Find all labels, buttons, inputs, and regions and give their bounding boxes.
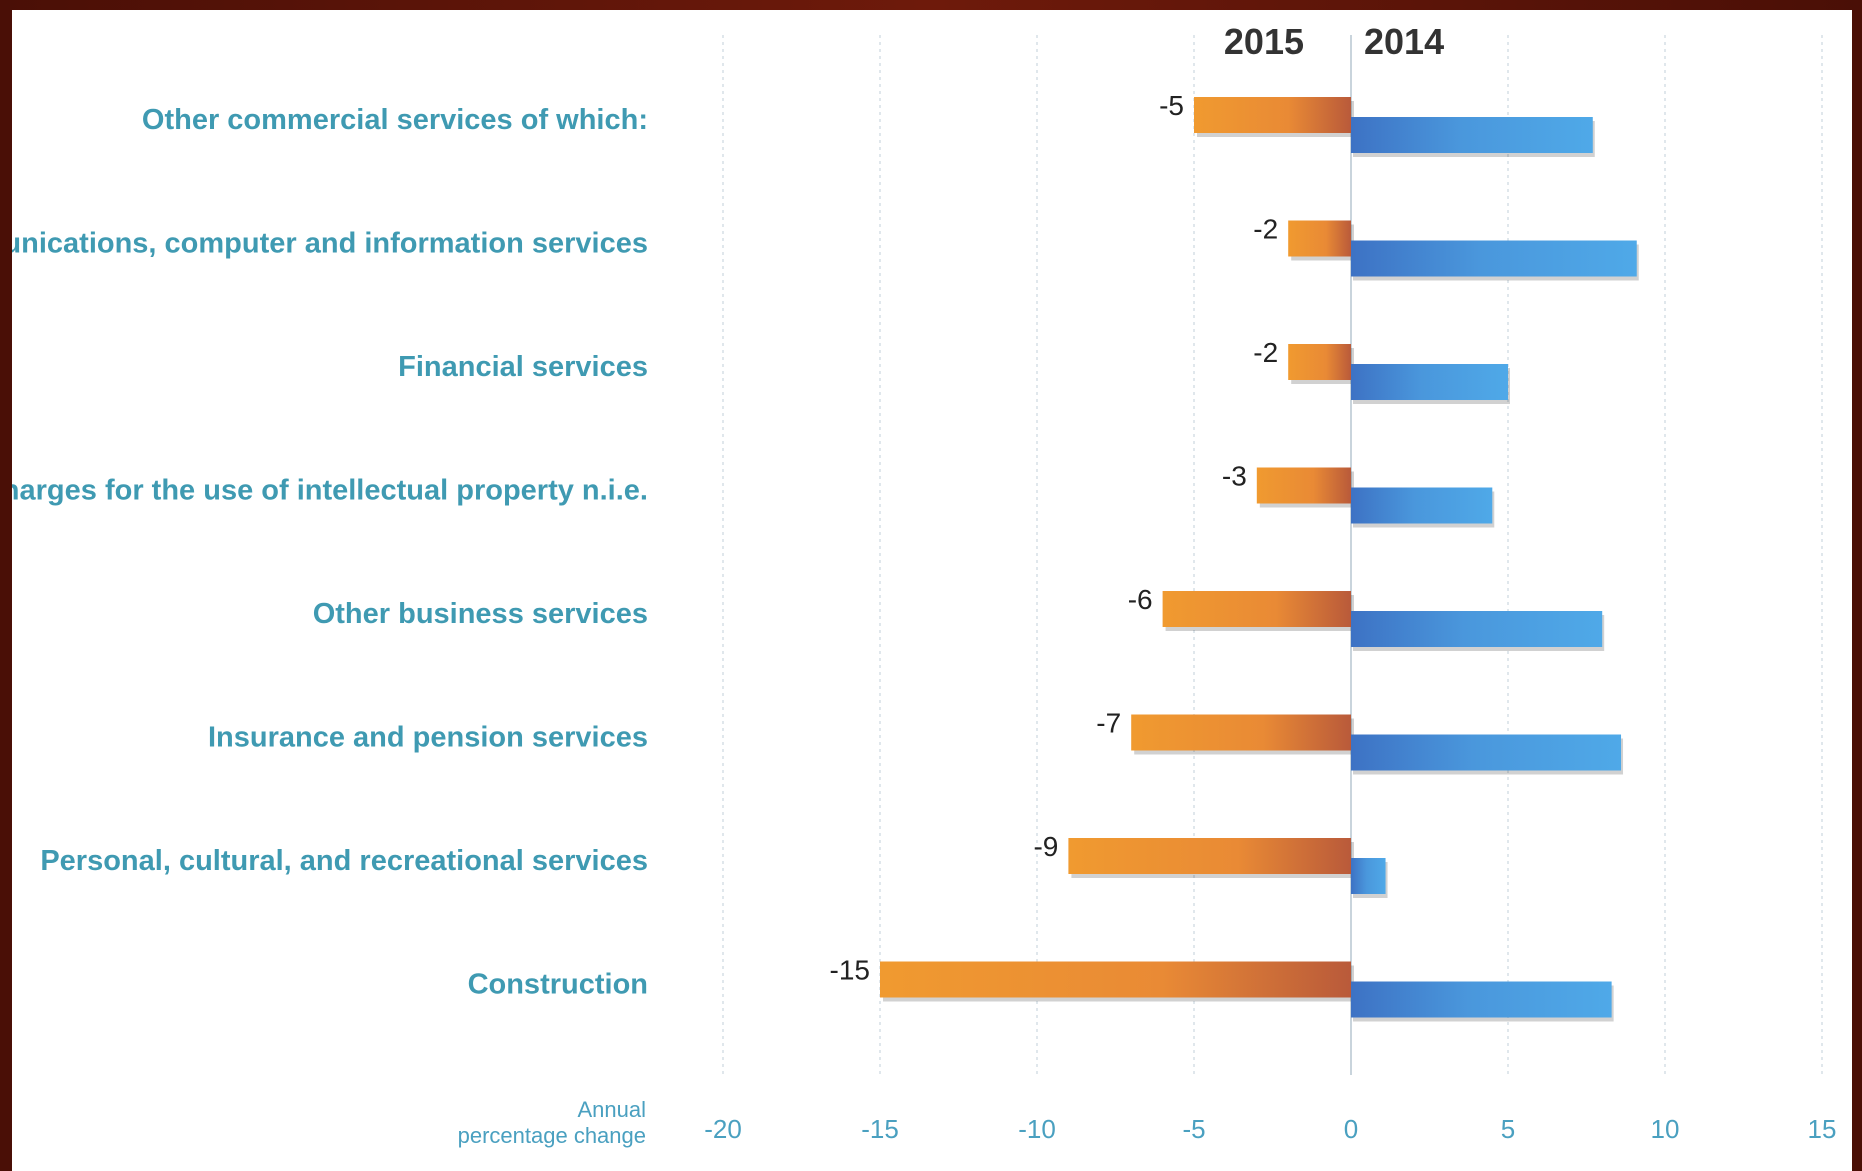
- x-tick-label: -20: [704, 1114, 742, 1144]
- bar-2015: [1131, 714, 1351, 751]
- legend-2014: 2014: [1364, 21, 1444, 62]
- x-axis-label-line-2: percentage change: [458, 1123, 646, 1148]
- category-label: Other business services: [313, 598, 648, 630]
- bar-2014: [1351, 981, 1612, 1018]
- bar-2014: [1351, 117, 1593, 153]
- data-label-2015: -2: [1253, 214, 1278, 245]
- x-tick-label: 10: [1651, 1114, 1680, 1144]
- x-axis-label-line-1: Annual: [577, 1097, 646, 1122]
- bar-2015: [1256, 467, 1351, 504]
- x-tick-label: 0: [1344, 1114, 1358, 1144]
- category-label: Insurance and pension services: [208, 722, 648, 754]
- category-label: Telecommunications, computer and informa…: [12, 228, 648, 260]
- data-label-2015: -7: [1096, 708, 1121, 739]
- bar-2014: [1351, 611, 1603, 647]
- category-label: Charges for the use of intellectual prop…: [12, 475, 648, 507]
- x-tick-label: -5: [1182, 1114, 1205, 1144]
- bar-2015: [1068, 838, 1351, 874]
- data-label-2015: -2: [1253, 337, 1278, 368]
- x-tick-label: -15: [861, 1114, 899, 1144]
- bar-chart: -20 -15 -10 -5 0 5 10 15 Other commercial servic…: [12, 21, 1837, 1148]
- category-label: Construction: [468, 969, 648, 1001]
- x-tick-label: -10: [1018, 1114, 1056, 1144]
- category-label: Personal, cultural, and recreational ser…: [40, 845, 648, 877]
- data-label-2015: -5: [1159, 90, 1184, 121]
- bar-2014: [1351, 487, 1493, 524]
- chart-panel: -20 -15 -10 -5 0 5 10 15 Other commercial servic…: [12, 10, 1852, 1171]
- data-label-2015: -15: [830, 955, 870, 986]
- x-tick-label: 15: [1808, 1114, 1837, 1144]
- x-tick-label: 5: [1501, 1114, 1515, 1144]
- bar-2014: [1351, 364, 1508, 400]
- data-label-2015: -3: [1222, 461, 1247, 492]
- bar-2015: [1288, 344, 1351, 380]
- bar-2015: [1288, 220, 1351, 257]
- bar-2015: [880, 961, 1351, 998]
- bar-2015: [1162, 591, 1351, 627]
- bar-2014: [1351, 734, 1622, 771]
- bar-2014: [1351, 858, 1386, 894]
- legend-2015: 2015: [1224, 21, 1304, 62]
- category-label: Financial services: [398, 351, 648, 383]
- category-label: Other commercial services of which:: [142, 104, 648, 136]
- data-label-2015: -9: [1033, 831, 1058, 862]
- data-label-2015: -6: [1128, 584, 1153, 615]
- bar-2014: [1351, 240, 1637, 277]
- bar-2015: [1194, 97, 1351, 133]
